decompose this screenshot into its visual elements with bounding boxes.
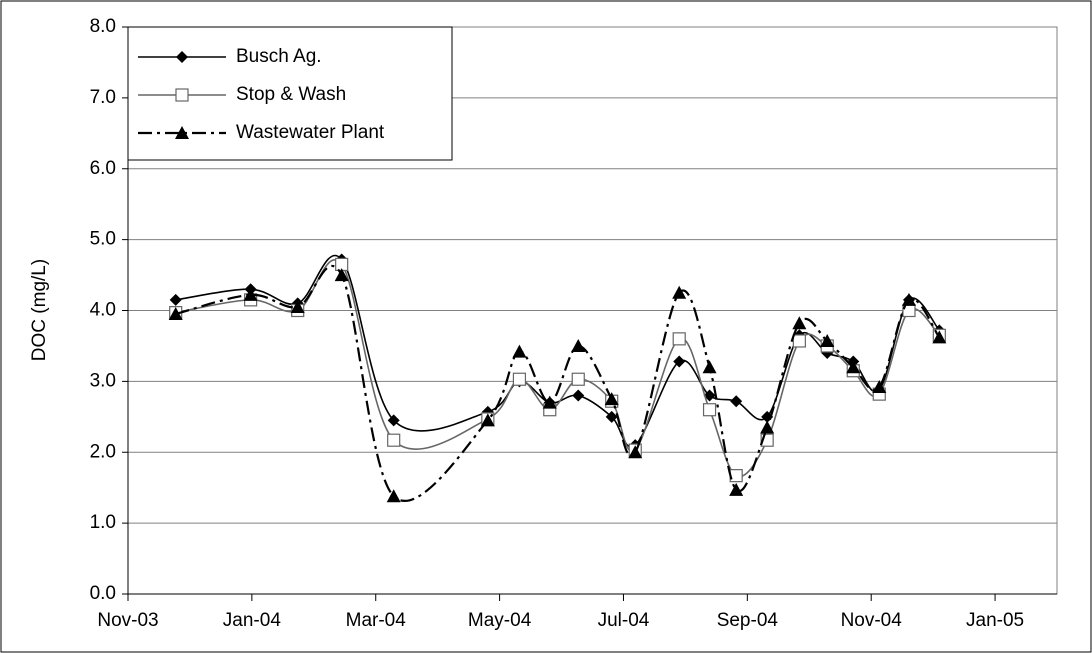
marker — [672, 332, 686, 346]
marker — [605, 410, 618, 423]
y-tick-label: 8.0 — [90, 16, 116, 37]
y-tick-label: 7.0 — [90, 87, 116, 108]
x-tick-label: Sep-04 — [717, 610, 779, 631]
marker — [702, 403, 717, 417]
x-tick-label: Jan-05 — [966, 610, 1024, 631]
marker — [512, 344, 527, 358]
legend-label: Busch Ag. — [236, 46, 322, 67]
y-axis-label: DOC (mg/L) — [29, 259, 50, 361]
legend-label: Wastewater Plant — [236, 122, 385, 143]
x-tick-label: Jan-04 — [223, 610, 282, 631]
marker — [387, 433, 401, 447]
marker — [760, 420, 775, 434]
marker — [168, 307, 183, 321]
marker — [512, 372, 527, 386]
marker — [820, 333, 835, 347]
marker — [480, 413, 495, 427]
marker — [387, 414, 400, 427]
marker — [872, 380, 887, 394]
x-tick-label: Mar-04 — [346, 610, 407, 631]
y-tick-label: 1.0 — [90, 512, 116, 533]
y-tick-label: 3.0 — [90, 370, 116, 391]
y-tick-label: 5.0 — [90, 229, 116, 250]
marker — [604, 392, 619, 406]
x-tick-label: May-04 — [468, 610, 532, 631]
y-tick-label: 4.0 — [90, 300, 116, 321]
legend-marker — [175, 126, 189, 139]
y-tick-label: 6.0 — [90, 158, 116, 179]
marker — [703, 389, 716, 402]
marker — [672, 285, 687, 299]
marker — [386, 489, 401, 503]
marker — [673, 355, 686, 368]
y-tick-label: 2.0 — [90, 441, 116, 462]
marker — [243, 287, 258, 301]
marker — [730, 395, 743, 408]
marker — [572, 389, 585, 402]
x-tick-label: Jul-04 — [598, 610, 650, 631]
marker — [846, 360, 861, 374]
marker — [932, 330, 947, 344]
marker — [792, 334, 806, 348]
marker — [729, 469, 743, 483]
legend-marker — [176, 51, 188, 63]
legend-label: Stop & Wash — [236, 84, 346, 105]
x-tick-label: Nov-03 — [97, 610, 158, 631]
marker — [334, 268, 349, 282]
marker — [628, 445, 643, 459]
marker — [290, 299, 305, 313]
marker — [169, 293, 182, 306]
y-tick-label: 0.0 — [90, 583, 116, 604]
marker — [729, 482, 744, 496]
legend-marker — [175, 88, 189, 102]
marker — [571, 372, 585, 386]
marker — [702, 360, 717, 374]
marker — [542, 395, 557, 409]
marker — [761, 410, 774, 423]
marker — [901, 292, 916, 306]
marker — [792, 316, 807, 330]
marker — [571, 338, 586, 352]
x-tick-label: Nov-04 — [841, 610, 903, 631]
